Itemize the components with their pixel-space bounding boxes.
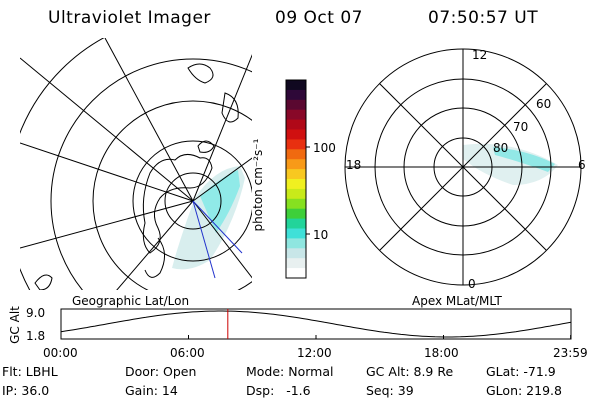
colorbar-segment [286, 238, 306, 249]
mlt-label-18: 18 [346, 158, 362, 172]
colorbar-segment [286, 248, 306, 259]
geographic-map [20, 38, 252, 290]
magnetic-map [344, 48, 582, 286]
colorbar-tick-10: 10 [313, 228, 329, 242]
status-dsp: Dsp: -1.6 [246, 383, 311, 398]
status-ip: IP: 36.0 [2, 383, 50, 398]
status-glat: GLat: -71.9 [486, 364, 556, 379]
colorbar-segment [286, 119, 306, 130]
colorbar-segment [286, 89, 306, 101]
altitude-axis-label: GC Alt [8, 306, 22, 344]
colorbar-segment [286, 198, 306, 210]
colorbar-segment [286, 218, 306, 229]
time-tick-1200: 12:00 [297, 346, 332, 360]
time-label: 07:50:57 UT [428, 8, 539, 28]
colorbar-segment [286, 179, 306, 190]
colorbar-unit-label: photon cm⁻²s⁻¹ [251, 138, 265, 232]
status-door: Door: Open [125, 364, 197, 379]
time-tick-0600: 06:00 [170, 346, 205, 360]
status-mode: Mode: Normal [246, 364, 334, 379]
colorbar-segment [286, 159, 306, 170]
altitude-tick-1-8: 1.8 [26, 329, 46, 343]
mlt-label-0: 0 [468, 277, 476, 291]
colorbar-segment [286, 139, 306, 150]
colorbar-segment [286, 268, 306, 279]
colorbar-segment [286, 149, 306, 160]
colorbar-segment [286, 109, 306, 121]
mlat-label-60: 60 [536, 97, 552, 111]
status-gain: Gain: 14 [125, 383, 178, 398]
mlt-label-12: 12 [472, 48, 488, 62]
colorbar-segment [286, 99, 306, 111]
colorbar [285, 79, 310, 279]
time-tick-2359: 23:59 [553, 346, 588, 360]
instrument-title: Ultraviolet Imager [48, 8, 211, 28]
status-seq: Seq: 39 [366, 383, 414, 398]
altitude-curve [60, 310, 572, 338]
left-map-caption: Geographic Lat/Lon [72, 294, 190, 308]
colorbar-segment [286, 169, 306, 180]
altitude-plot [60, 308, 572, 340]
colorbar-segment [286, 80, 306, 91]
altitude-tick-9: 9.0 [26, 306, 46, 320]
colorbar-segment [286, 258, 306, 269]
time-tick-1800: 18:00 [424, 346, 459, 360]
time-tick-0000: 00:00 [43, 346, 78, 360]
status-gc-alt: GC Alt: 8.9 Re [366, 364, 454, 379]
colorbar-segment [286, 188, 306, 200]
date-label: 09 Oct 07 [275, 8, 363, 28]
colorbar-segment [286, 208, 306, 220]
status-glon: GLon: 219.8 [486, 383, 562, 398]
right-map-caption: Apex MLat/MLT [412, 294, 502, 308]
status-flt: Flt: LBHL [2, 364, 58, 379]
mlat-label-70: 70 [513, 120, 529, 134]
colorbar-segment [286, 228, 306, 239]
mlt-label-6: 6 [578, 158, 586, 172]
mlat-label-80: 80 [493, 141, 509, 155]
colorbar-segment [286, 129, 306, 140]
colorbar-tick-100: 100 [313, 141, 336, 155]
